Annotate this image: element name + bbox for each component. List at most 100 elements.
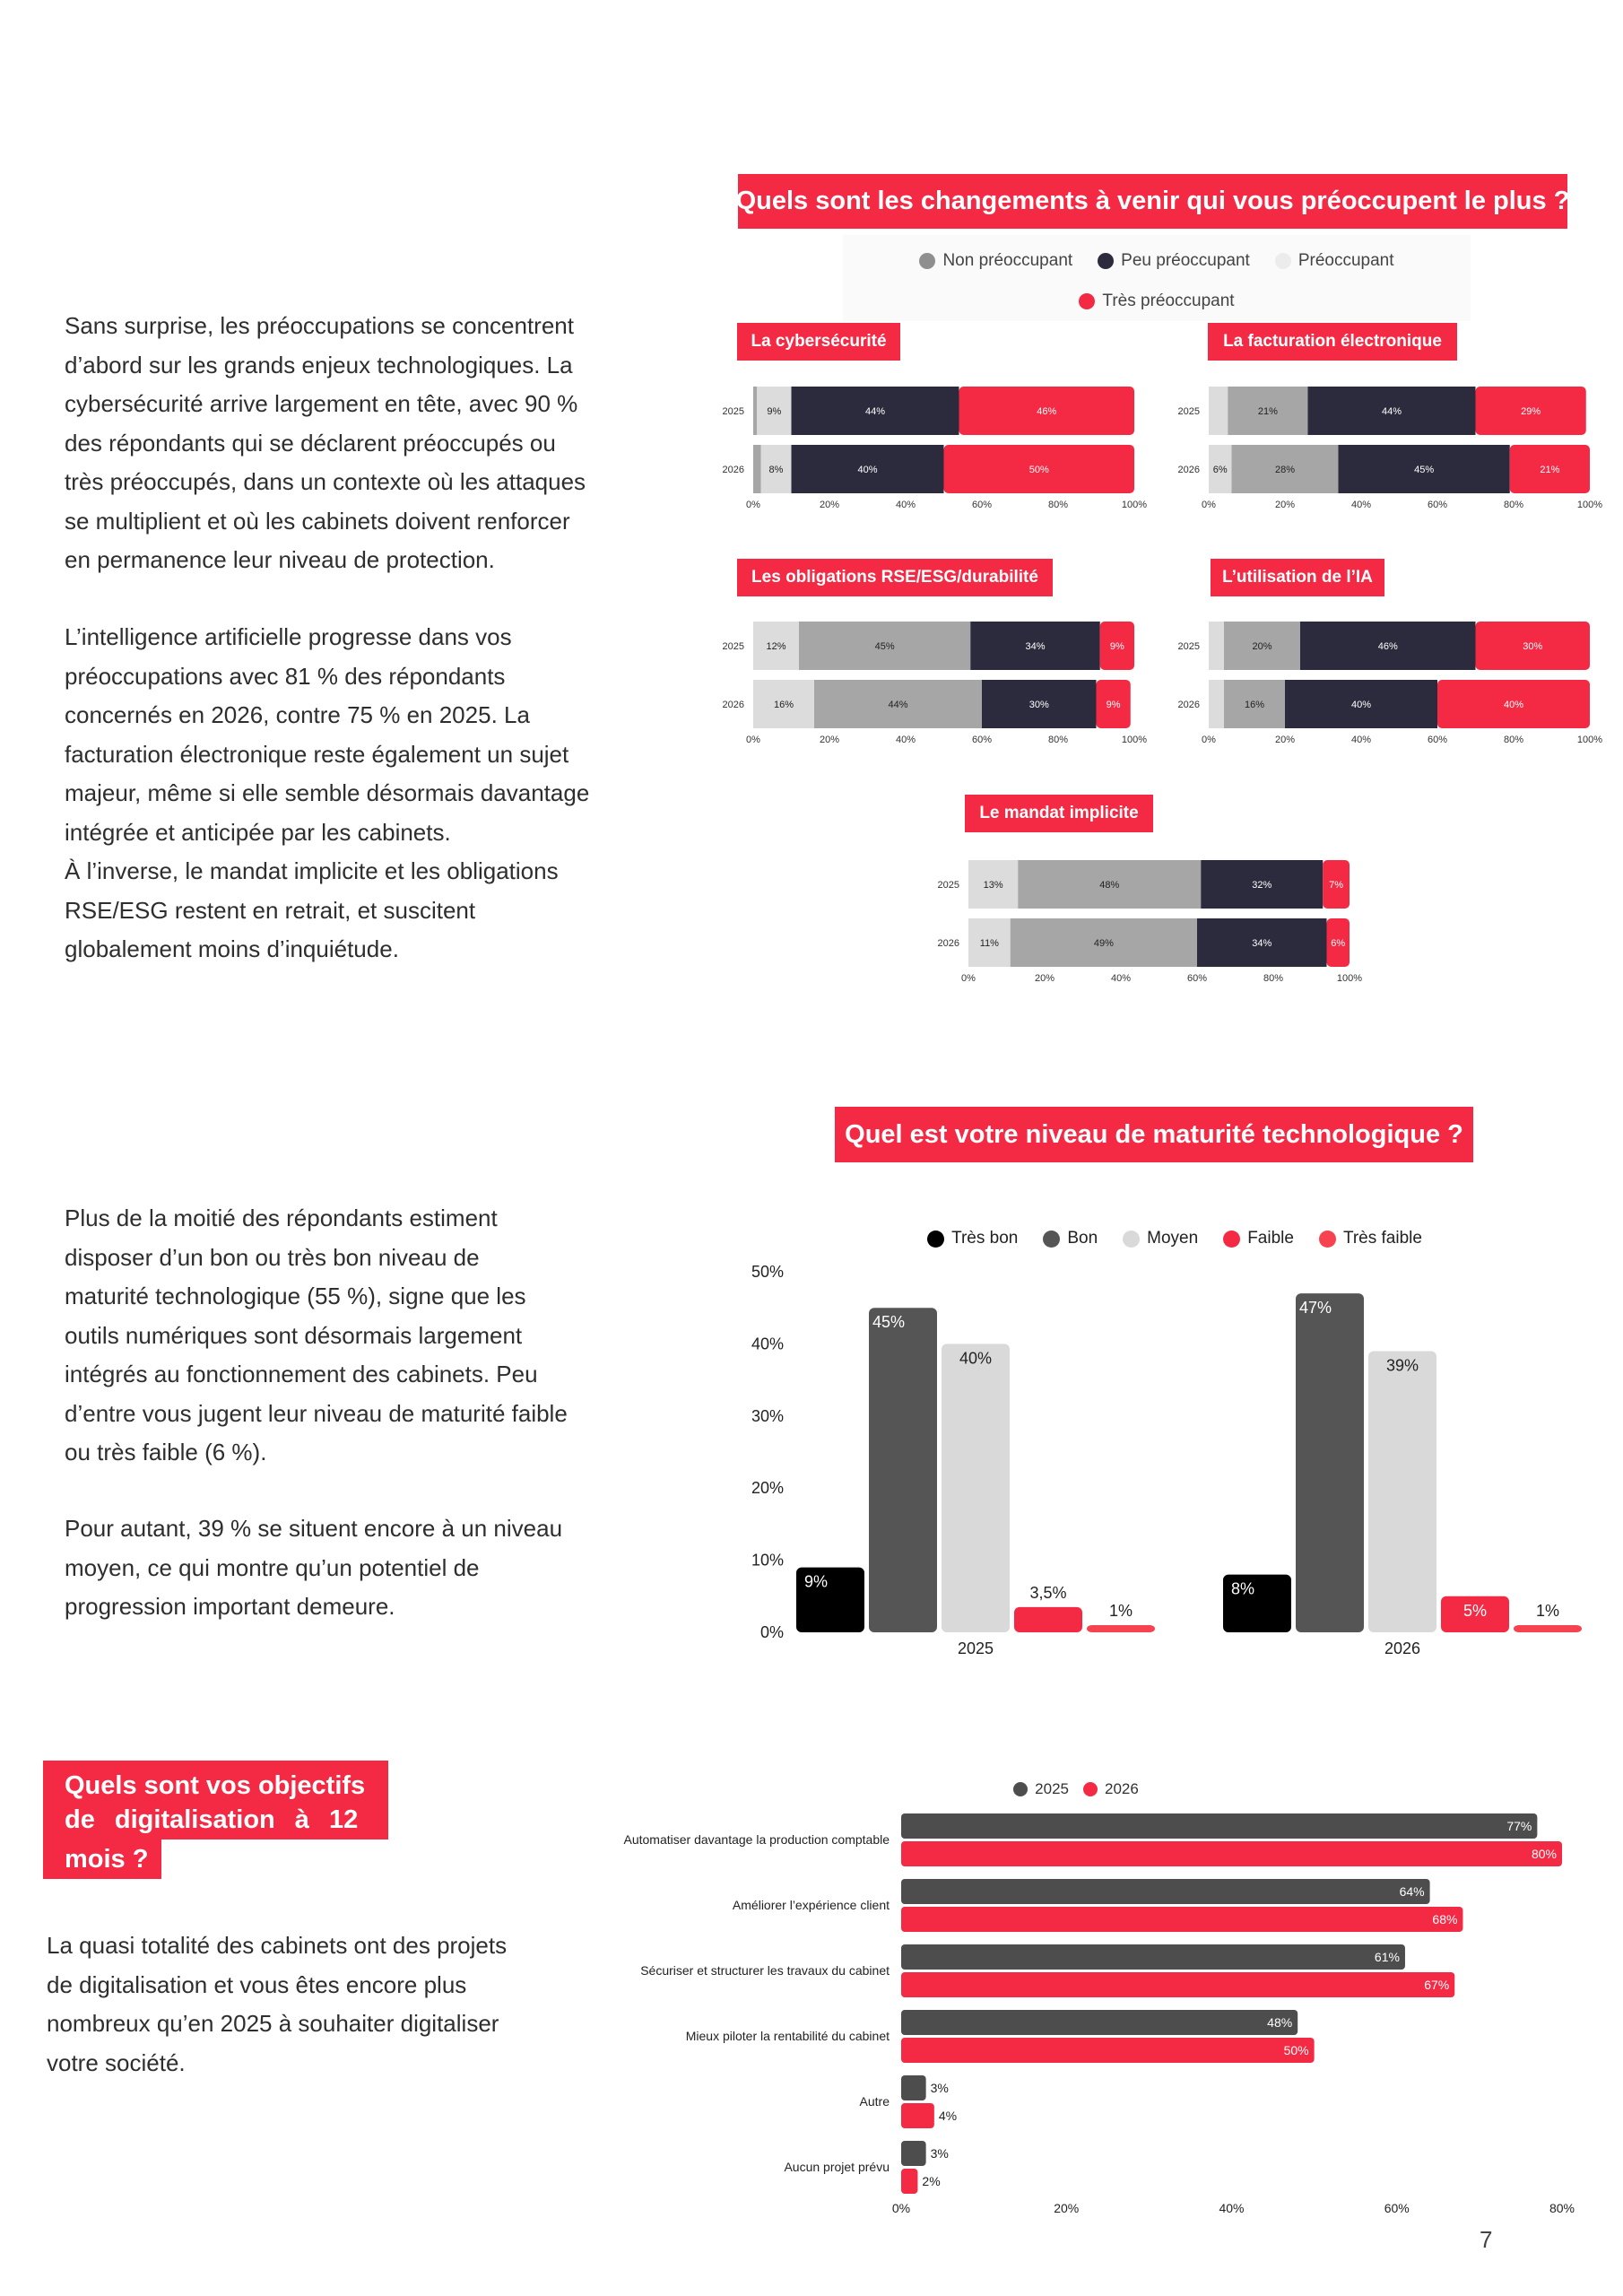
row-label: 2026	[723, 465, 744, 475]
data-label: 45%	[875, 641, 895, 652]
bar	[901, 1879, 1430, 1904]
bar-segment	[1231, 445, 1339, 493]
bar-segment	[1209, 445, 1232, 493]
y-tick-label: 10%	[751, 1552, 784, 1570]
bar-segment	[1010, 918, 1197, 967]
bar-segment	[753, 387, 758, 435]
bar-segment	[753, 622, 799, 670]
bar-segment	[1475, 622, 1590, 670]
data-label: 9%	[1110, 641, 1124, 652]
bar	[901, 1813, 1538, 1839]
legend-item: Faible	[1223, 1229, 1294, 1248]
bar	[901, 2038, 1315, 2063]
data-label: 40%	[1351, 700, 1371, 710]
question-banner-preoccupations: Quels sont les changements à venir qui v…	[736, 174, 1569, 229]
bar-segment	[1475, 387, 1586, 435]
bar	[901, 1944, 1405, 1970]
legend-item: Moyen	[1123, 1229, 1198, 1248]
data-label: 13%	[984, 880, 1003, 891]
maturity-chart: 0% 10% 20% 30% 40% 50% 9% 45% 40% 3,5% 1% 2025 8% 47%…	[751, 1263, 1582, 1657]
data-label: 7%	[1329, 880, 1343, 891]
row-label: 2026	[1178, 700, 1200, 710]
question-line-2: de digitalisation à 12	[43, 1800, 388, 1839]
legend-label: Bon	[1067, 1229, 1098, 1248]
x-tick-label: 2025	[958, 1639, 994, 1657]
bar	[901, 2141, 926, 2166]
data-label: 44%	[888, 700, 907, 710]
data-label: 44%	[865, 406, 885, 417]
tick-label: 40%	[896, 500, 916, 510]
bar-segment	[1096, 680, 1131, 728]
bar	[901, 1972, 1455, 1997]
data-label: 9%	[767, 406, 781, 417]
bar-segment	[970, 622, 1100, 670]
tick-label: 60%	[972, 500, 992, 510]
bar	[901, 1907, 1463, 1932]
chart-title-mandat: Le mandat implicite	[965, 795, 1153, 832]
bar-segment	[1509, 445, 1590, 493]
bar-segment	[1323, 860, 1350, 909]
data-label: 50%	[1029, 465, 1049, 475]
stacked-chart-ia: 2025 20% 46% 30% 2026 16% 40% 40% 0% 20% 40% 60% 80%…	[1178, 622, 1602, 745]
bar-segment	[968, 918, 1011, 967]
y-tick-label: 30%	[751, 1407, 784, 1425]
data-label: 40%	[1504, 700, 1523, 710]
legend-dot	[1123, 1230, 1141, 1248]
bar	[942, 1344, 1010, 1632]
data-label: 77%	[1506, 1819, 1532, 1833]
data-label: 64%	[1400, 1884, 1425, 1899]
y-tick-label: 0%	[760, 1623, 784, 1641]
category-label: Améliorer l’expérience client	[733, 1898, 890, 1912]
objectifs-legend: 2025 2026	[986, 1776, 1166, 1803]
legend-label: Faible	[1247, 1229, 1294, 1248]
legend-label: Non préoccupant	[942, 250, 1073, 270]
data-label: 49%	[1094, 938, 1114, 949]
data-label: 45%	[1414, 465, 1434, 475]
bar-segment	[1018, 860, 1202, 909]
legend-dot	[1098, 252, 1115, 269]
category-label: Automatiser davantage la production comp…	[623, 1832, 890, 1847]
objectifs-chart: Automatiser davantage la production comp…	[623, 1813, 1575, 2215]
bar-segment	[757, 387, 792, 435]
bar-segment	[982, 680, 1097, 728]
tick-label: 100%	[1122, 735, 1147, 745]
bar	[901, 2010, 1298, 2035]
data-label: 11%	[980, 938, 999, 949]
bar-segment	[791, 387, 959, 435]
legend-label: Très préoccupant	[1102, 291, 1235, 310]
tick-label: 40%	[1351, 735, 1371, 745]
bar	[901, 2075, 926, 2100]
bar-segment	[1224, 680, 1285, 728]
bar-segment	[1197, 918, 1327, 967]
page-number: 7	[1480, 2226, 1493, 2253]
legend-item: Peu préoccupant	[1098, 251, 1250, 271]
tick-label: 100%	[1577, 735, 1602, 745]
data-label: 4%	[939, 2109, 957, 2123]
data-label: 48%	[1099, 880, 1119, 891]
x-tick-label: 2026	[1384, 1639, 1420, 1657]
data-label: 67%	[1424, 1978, 1449, 1992]
data-label: 47%	[1299, 1299, 1332, 1317]
data-label: 34%	[1252, 938, 1271, 949]
tick-label: 0%	[1202, 735, 1216, 745]
bar-segment	[799, 622, 971, 670]
tick-label: 0%	[746, 500, 760, 510]
tick-label: 100%	[1337, 973, 1362, 984]
legend-label: Préoccupant	[1298, 250, 1394, 270]
data-label: 45%	[872, 1313, 905, 1331]
category-label: Mieux piloter la rentabilité du cabinet	[686, 2029, 890, 2043]
row-label: 2025	[1178, 406, 1200, 417]
legend-dot	[1043, 1230, 1061, 1248]
category-label: Aucun projet prévu	[784, 2160, 890, 2174]
category-label: Sécuriser et structurer les travaux du c…	[640, 1963, 890, 1978]
data-label: 39%	[1386, 1356, 1419, 1374]
bar	[869, 1308, 937, 1632]
bar-segment	[1326, 918, 1350, 967]
legend-label: 2025	[1035, 1780, 1069, 1797]
bar-segment	[968, 860, 1019, 909]
question-banner-maturite: Quel est votre niveau de maturité techno…	[835, 1107, 1473, 1162]
maturity-legend: Très bon Bon Moyen Faible Très faible	[861, 1225, 1488, 1252]
preoccupation-legend: Non préoccupant Peu préoccupant Préoccup…	[843, 235, 1471, 321]
bar	[1368, 1351, 1436, 1632]
legend-label: Très faible	[1342, 1229, 1422, 1248]
